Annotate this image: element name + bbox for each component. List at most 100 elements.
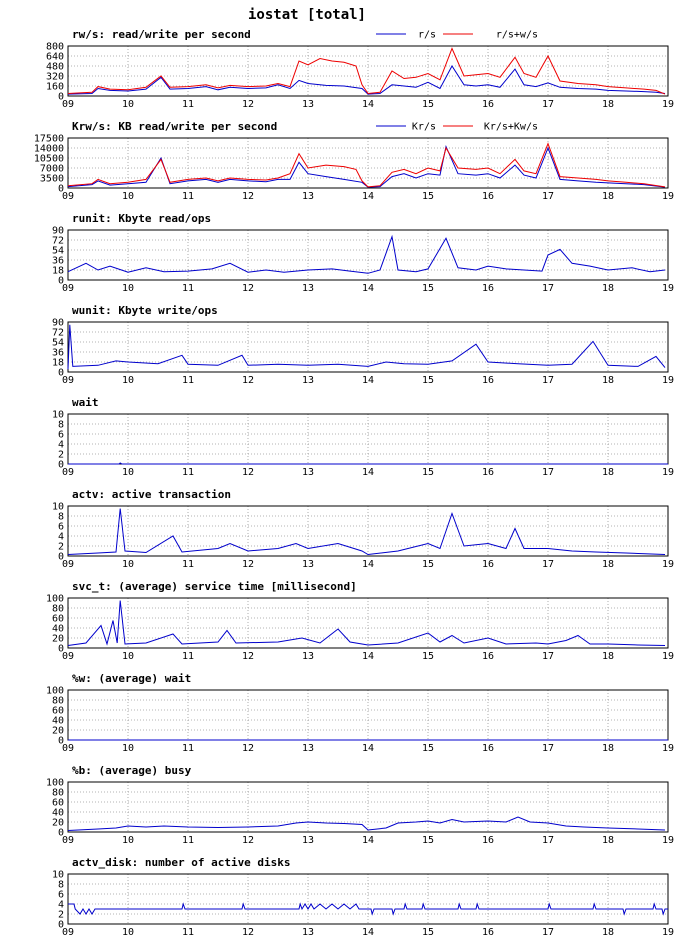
series-line-value bbox=[68, 902, 668, 916]
y-tick-label: 8 bbox=[58, 512, 64, 523]
y-tick-label: 10 bbox=[52, 410, 64, 421]
y-tick-label: 640 bbox=[46, 52, 64, 63]
series-line-r/s bbox=[67, 65, 666, 95]
x-tick-label: 11 bbox=[182, 467, 194, 478]
x-tick-label: 16 bbox=[482, 743, 494, 754]
x-tick-label: 16 bbox=[482, 283, 494, 294]
x-tick-label: 15 bbox=[422, 927, 434, 938]
x-tick-label: 15 bbox=[422, 283, 434, 294]
x-tick-label: 16 bbox=[482, 651, 494, 662]
y-tick-label: 6 bbox=[58, 430, 64, 441]
x-tick-label: 13 bbox=[302, 99, 314, 110]
plot-frame bbox=[67, 45, 669, 97]
panel-1: rw/s: read/write per second 0160320480640… bbox=[46, 28, 674, 110]
x-tick-label: 18 bbox=[602, 191, 614, 202]
y-tick-label: 14000 bbox=[34, 144, 64, 155]
series-line-value bbox=[67, 234, 666, 274]
x-tick-label: 15 bbox=[422, 651, 434, 662]
plot-frame bbox=[67, 321, 669, 373]
plot-frame bbox=[67, 229, 669, 281]
x-tick-label: 09 bbox=[62, 99, 74, 110]
x-tick-label: 12 bbox=[242, 191, 254, 202]
x-tick-label: 14 bbox=[362, 651, 374, 662]
x-tick-label: 19 bbox=[662, 835, 674, 846]
series-line-value bbox=[67, 508, 666, 556]
x-tick-label: 09 bbox=[62, 835, 74, 846]
x-tick-label: 19 bbox=[662, 743, 674, 754]
panel-title: Krw/s: KB read/write per second bbox=[72, 120, 277, 133]
y-tick-label: 20 bbox=[52, 726, 64, 737]
y-tick-label: 2 bbox=[58, 542, 64, 553]
x-tick-label: 13 bbox=[302, 651, 314, 662]
x-tick-label: 15 bbox=[422, 99, 434, 110]
x-tick-label: 11 bbox=[182, 99, 194, 110]
x-tick-label: 16 bbox=[482, 191, 494, 202]
y-tick-label: 10500 bbox=[34, 154, 64, 165]
y-tick-label: 40 bbox=[52, 624, 64, 635]
x-tick-label: 10 bbox=[122, 283, 134, 294]
legend: r/s r/s+w/s bbox=[376, 30, 538, 41]
x-tick-label: 11 bbox=[182, 927, 194, 938]
panel-title: wunit: Kbyte write/ops bbox=[72, 304, 218, 317]
y-tick-label: 10 bbox=[52, 870, 64, 881]
y-tick-label: 0 bbox=[58, 736, 64, 747]
x-tick-label: 17 bbox=[542, 467, 554, 478]
panels-group: rw/s: read/write per second0160320480640… bbox=[34, 28, 674, 938]
y-tick-label: 2 bbox=[58, 910, 64, 921]
x-tick-label: 12 bbox=[242, 743, 254, 754]
x-tick-label: 16 bbox=[482, 99, 494, 110]
panel-title: wait bbox=[72, 396, 99, 409]
series-line-Kr/s bbox=[67, 144, 666, 188]
panel-title: runit: Kbyte read/ops bbox=[72, 212, 211, 225]
plot-frame bbox=[67, 781, 669, 833]
y-tick-label: 0 bbox=[58, 552, 64, 563]
x-tick-label: 17 bbox=[542, 99, 554, 110]
x-tick-label: 10 bbox=[122, 835, 134, 846]
x-tick-label: 13 bbox=[302, 191, 314, 202]
x-tick-label: 17 bbox=[542, 835, 554, 846]
x-tick-label: 15 bbox=[422, 375, 434, 386]
x-tick-label: 11 bbox=[182, 835, 194, 846]
y-tick-label: 160 bbox=[46, 82, 64, 93]
panel-10: actv_disk: number of active disks0246810… bbox=[52, 856, 674, 938]
y-tick-label: 18 bbox=[52, 266, 64, 277]
x-tick-label: 19 bbox=[662, 375, 674, 386]
x-tick-label: 12 bbox=[242, 559, 254, 570]
x-tick-label: 14 bbox=[362, 283, 374, 294]
y-tick-label: 60 bbox=[52, 798, 64, 809]
x-tick-label: 14 bbox=[362, 835, 374, 846]
x-tick-label: 11 bbox=[182, 743, 194, 754]
x-tick-label: 17 bbox=[542, 559, 554, 570]
x-tick-label: 10 bbox=[122, 99, 134, 110]
panel-7: svc_t: (average) service time [milliseco… bbox=[46, 580, 674, 662]
x-tick-label: 12 bbox=[242, 99, 254, 110]
y-tick-label: 17500 bbox=[34, 134, 64, 145]
y-tick-label: 54 bbox=[52, 246, 64, 257]
y-tick-label: 90 bbox=[52, 318, 64, 329]
x-tick-label: 11 bbox=[182, 375, 194, 386]
series-line-r/s+w/s bbox=[67, 47, 666, 95]
x-tick-label: 17 bbox=[542, 927, 554, 938]
x-tick-label: 09 bbox=[62, 283, 74, 294]
y-tick-label: 80 bbox=[52, 604, 64, 615]
x-tick-label: 17 bbox=[542, 191, 554, 202]
y-tick-label: 80 bbox=[52, 788, 64, 799]
y-tick-label: 100 bbox=[46, 594, 64, 605]
x-tick-label: 18 bbox=[602, 467, 614, 478]
x-tick-label: 10 bbox=[122, 651, 134, 662]
x-tick-label: 17 bbox=[542, 651, 554, 662]
legend-label: r/s bbox=[418, 30, 436, 41]
x-tick-label: 10 bbox=[122, 743, 134, 754]
x-tick-label: 11 bbox=[182, 651, 194, 662]
y-tick-label: 40 bbox=[52, 808, 64, 819]
y-tick-label: 0 bbox=[58, 920, 64, 931]
report-title: iostat [total] bbox=[248, 7, 366, 23]
x-tick-label: 13 bbox=[302, 467, 314, 478]
x-tick-label: 14 bbox=[362, 927, 374, 938]
y-tick-label: 10 bbox=[52, 502, 64, 513]
x-tick-label: 18 bbox=[602, 375, 614, 386]
legend-label: Kr/s bbox=[412, 122, 436, 133]
